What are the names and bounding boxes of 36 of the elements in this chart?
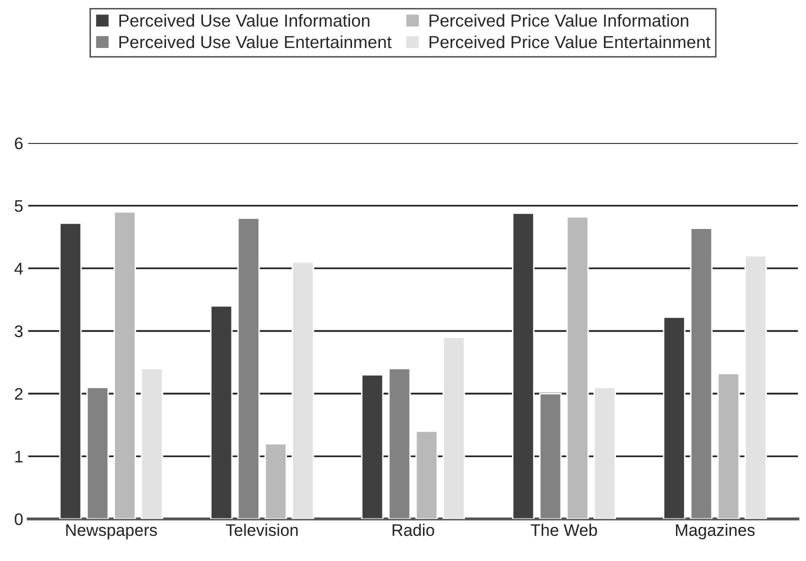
bar xyxy=(539,392,562,519)
bar xyxy=(237,218,260,519)
bar xyxy=(512,212,535,519)
bar xyxy=(744,255,767,519)
bar xyxy=(292,261,314,519)
y-tick-label: 1 xyxy=(15,450,23,462)
bar xyxy=(140,368,164,519)
bar xyxy=(114,211,136,519)
bar xyxy=(415,430,438,519)
x-tick-label: Television xyxy=(226,524,298,536)
y-tick-label: 6 xyxy=(14,137,23,150)
y-tick-label: 5 xyxy=(14,200,23,212)
y-tick-label: 4 xyxy=(14,262,23,274)
bar xyxy=(690,228,713,519)
y-tick-label: 0 xyxy=(14,513,23,526)
bar xyxy=(442,336,466,519)
legend-label: Perceived Price Value Information xyxy=(430,14,688,27)
bar xyxy=(361,374,384,519)
x-tick-label: Radio xyxy=(392,524,434,536)
bar xyxy=(717,372,740,519)
bar xyxy=(264,443,287,519)
bar xyxy=(566,216,589,519)
legend-label: Perceived Use Value Entertainment xyxy=(119,35,392,48)
y-tick-label: 2 xyxy=(14,388,23,400)
bar xyxy=(210,305,233,519)
legend-label: Perceived Price Value Entertainment xyxy=(430,35,710,48)
bar xyxy=(59,222,82,519)
x-tick-label: Magazines xyxy=(676,524,755,540)
y-tick-label: 3 xyxy=(14,325,23,338)
bar xyxy=(593,386,616,519)
x-tick-label: The Web xyxy=(530,524,597,536)
legend-label: Perceived Use Value Information xyxy=(119,14,370,27)
bar xyxy=(86,386,109,519)
bar xyxy=(662,316,686,519)
x-tick-label: Newspapers xyxy=(66,524,157,540)
bar xyxy=(388,368,411,519)
